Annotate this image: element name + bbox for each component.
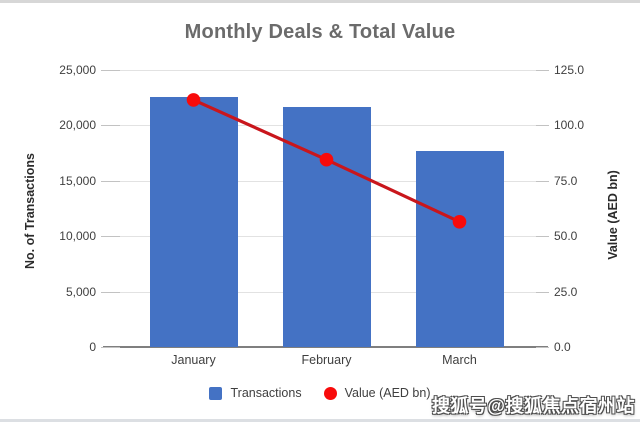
left-axis-tick-label: 20,000 (59, 118, 96, 132)
gridline (103, 70, 548, 71)
top-border-line (0, 0, 640, 3)
axis-tick (101, 292, 120, 293)
axis-tick (536, 292, 549, 293)
legend-square-marker-icon (209, 386, 223, 400)
x-axis-line (103, 346, 548, 348)
chart-legend: Transactions Value (AED bn) (0, 384, 640, 402)
right-axis-tick-label: 75.0 (554, 174, 578, 188)
right-axis-tick-label: 50.0 (554, 229, 578, 243)
legend-label-transactions: Transactions (230, 386, 302, 400)
bar-march (415, 150, 504, 347)
axis-tick (101, 347, 120, 348)
data-point-marker-march (452, 215, 467, 229)
left-axis-tick-label: 0 (89, 340, 96, 354)
left-axis-tick-label: 5,000 (65, 285, 96, 299)
axis-tick (101, 125, 120, 126)
left-axis-tick-label: 10,000 (59, 229, 96, 243)
x-axis-label-march: March (442, 353, 477, 367)
line-series-value (186, 93, 467, 229)
bottom-border-line (0, 419, 640, 422)
legend-item-value: Value (AED bn) (323, 386, 431, 400)
data-point-marker-january (186, 93, 201, 107)
right-axis-tick-label: 100.0 (554, 118, 585, 132)
bar-series-transactions (127, 70, 526, 347)
axis-tick (101, 181, 120, 182)
right-axis-tick-label: 25.0 (554, 285, 578, 299)
axis-tick (536, 347, 549, 348)
right-axis-tick-label: 0.0 (554, 340, 571, 354)
watermark-text: 搜狐号@搜狐焦点宿州站 (431, 396, 635, 416)
chart-title: Monthly Deals & Total Value (184, 21, 456, 43)
legend-circle-marker-icon (323, 386, 337, 400)
axis-tick (536, 125, 549, 126)
left-axis-tick-label: 15,000 (59, 174, 96, 188)
axis-tick (536, 181, 549, 182)
right-axis-tick-label: 125.0 (554, 63, 585, 77)
axis-tick (536, 70, 549, 71)
legend-label-value: Value (AED bn) (344, 386, 431, 400)
axis-tick (536, 236, 549, 237)
axis-tick (101, 70, 120, 71)
axis-tick (101, 236, 120, 237)
left-axis-tick-label: 25,000 (59, 63, 96, 77)
bar-january (149, 96, 238, 347)
data-point-marker-february (319, 152, 334, 167)
left-axis-title: No. of Transactions (23, 153, 37, 269)
x-axis-label-january: January (171, 353, 216, 367)
x-axis-label-february: February (301, 353, 352, 367)
legend-item-transactions: Transactions (209, 386, 302, 400)
